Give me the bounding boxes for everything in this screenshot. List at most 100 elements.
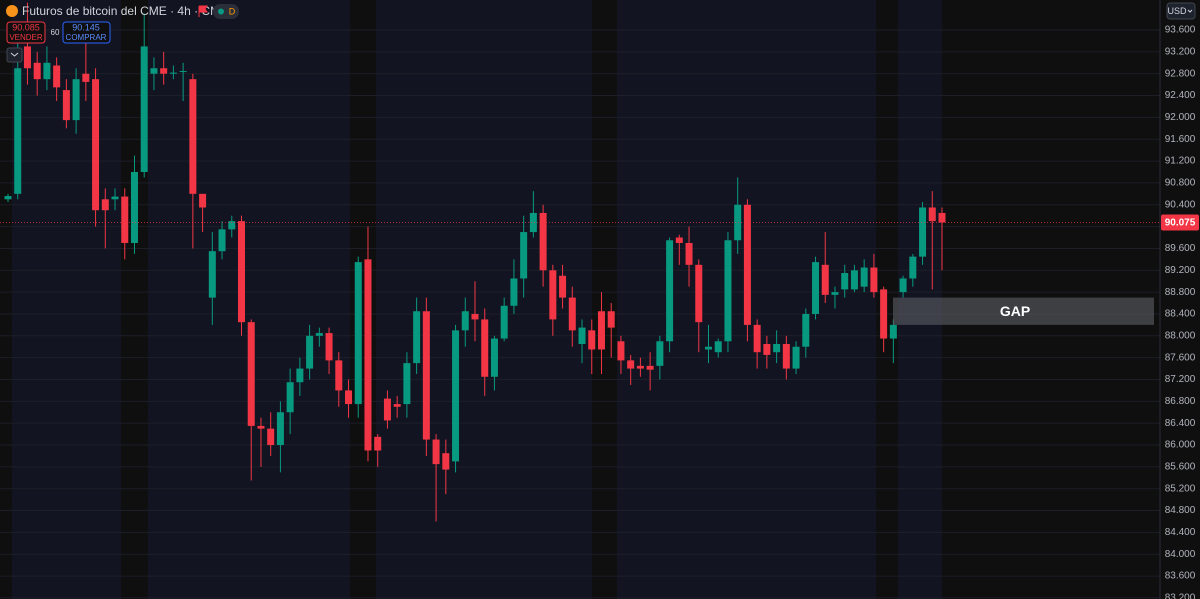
- last-price-box: [1161, 214, 1199, 231]
- body: [267, 428, 275, 446]
- body: [802, 313, 810, 347]
- body: [257, 425, 265, 429]
- y-tick-label: 84.000: [1165, 549, 1196, 560]
- y-tick-label: 83.600: [1165, 571, 1196, 582]
- collapse-button[interactable]: [6, 47, 23, 63]
- body: [481, 319, 489, 377]
- body: [364, 259, 372, 451]
- sell-button[interactable]: [6, 21, 46, 44]
- last-price-label: 90.075: [1165, 218, 1196, 229]
- body: [782, 344, 790, 369]
- body: [247, 322, 255, 426]
- y-tick-label: 90.800: [1165, 178, 1196, 189]
- body: [23, 46, 31, 69]
- axis-bg: [1160, 0, 1200, 599]
- currency-button[interactable]: [1166, 2, 1196, 20]
- body: [101, 199, 109, 211]
- body: [529, 212, 537, 233]
- body: [656, 341, 664, 366]
- y-tick-label: 85.200: [1165, 483, 1196, 494]
- body: [860, 267, 868, 287]
- y-tick-label: 86.400: [1165, 418, 1196, 429]
- body: [841, 273, 849, 290]
- body: [617, 341, 625, 361]
- body: [685, 242, 693, 265]
- body: [666, 240, 674, 342]
- body: [345, 390, 353, 405]
- body: [374, 436, 382, 451]
- gap-label: GAP: [1000, 303, 1030, 319]
- body: [607, 311, 615, 328]
- body: [208, 251, 216, 298]
- spread: 60: [51, 28, 60, 37]
- body: [510, 278, 518, 306]
- body: [354, 262, 362, 405]
- band-dark: [350, 0, 376, 599]
- badge: D: [229, 6, 236, 16]
- body: [705, 346, 712, 350]
- body: [189, 79, 197, 194]
- y-tick-label: 87.200: [1165, 374, 1196, 385]
- body: [870, 267, 878, 293]
- body: [568, 297, 576, 331]
- body: [335, 360, 343, 391]
- body: [62, 90, 70, 121]
- body: [218, 229, 226, 252]
- body: [928, 207, 936, 222]
- body: [238, 221, 245, 323]
- body: [53, 65, 61, 88]
- body: [695, 264, 703, 323]
- body: [490, 338, 498, 377]
- body: [383, 398, 391, 421]
- body: [909, 256, 917, 279]
- y-tick-label: 92.000: [1165, 112, 1196, 123]
- gap-zone: [893, 297, 1154, 325]
- buy-label: COMPRAR: [66, 33, 107, 42]
- body: [812, 262, 820, 314]
- buy-button[interactable]: [62, 21, 111, 44]
- y-tick-label: 88.400: [1165, 309, 1196, 320]
- buy-price: 90.145: [72, 22, 100, 32]
- y-tick-label: 92.400: [1165, 90, 1196, 101]
- y-tick-label: 88.000: [1165, 330, 1196, 341]
- body: [452, 330, 460, 462]
- body: [325, 333, 333, 361]
- status-dot: [218, 8, 224, 15]
- body: [121, 196, 129, 243]
- body: [296, 368, 304, 383]
- body: [442, 453, 450, 470]
- body: [500, 305, 508, 339]
- currency: USD: [1167, 6, 1187, 16]
- body: [130, 172, 138, 243]
- band-dark: [592, 0, 617, 599]
- header: Futuros de bitcoin del CME · 4h · CME D …: [6, 2, 1196, 63]
- body: [4, 196, 12, 200]
- body: [92, 79, 100, 211]
- body: [33, 62, 41, 80]
- y-tick-label: 93.600: [1165, 25, 1196, 36]
- price-axis: 93.600 93.200 92.800 92.400 92.000 91.600 91.2…: [1159, 0, 1200, 599]
- body: [559, 275, 567, 298]
- badge-bg: [213, 4, 239, 19]
- body: [578, 327, 586, 345]
- body: [919, 207, 927, 257]
- body: [82, 73, 90, 82]
- chart-title: Futuros de bitcoin del CME · 4h · CME: [22, 4, 228, 18]
- band-dark: [0, 0, 12, 599]
- body: [169, 72, 177, 74]
- y-tick-label: 83.200: [1165, 593, 1196, 599]
- body: [413, 311, 421, 364]
- body: [763, 344, 771, 355]
- y-tick-label: 88.800: [1165, 287, 1196, 298]
- body: [675, 237, 683, 243]
- body: [306, 335, 314, 369]
- y-tick-label: 84.400: [1165, 527, 1196, 538]
- body: [597, 311, 605, 350]
- body: [315, 333, 323, 336]
- currency-chevron: [1187, 9, 1193, 13]
- body: [432, 439, 440, 465]
- body: [150, 68, 158, 74]
- body: [286, 382, 294, 413]
